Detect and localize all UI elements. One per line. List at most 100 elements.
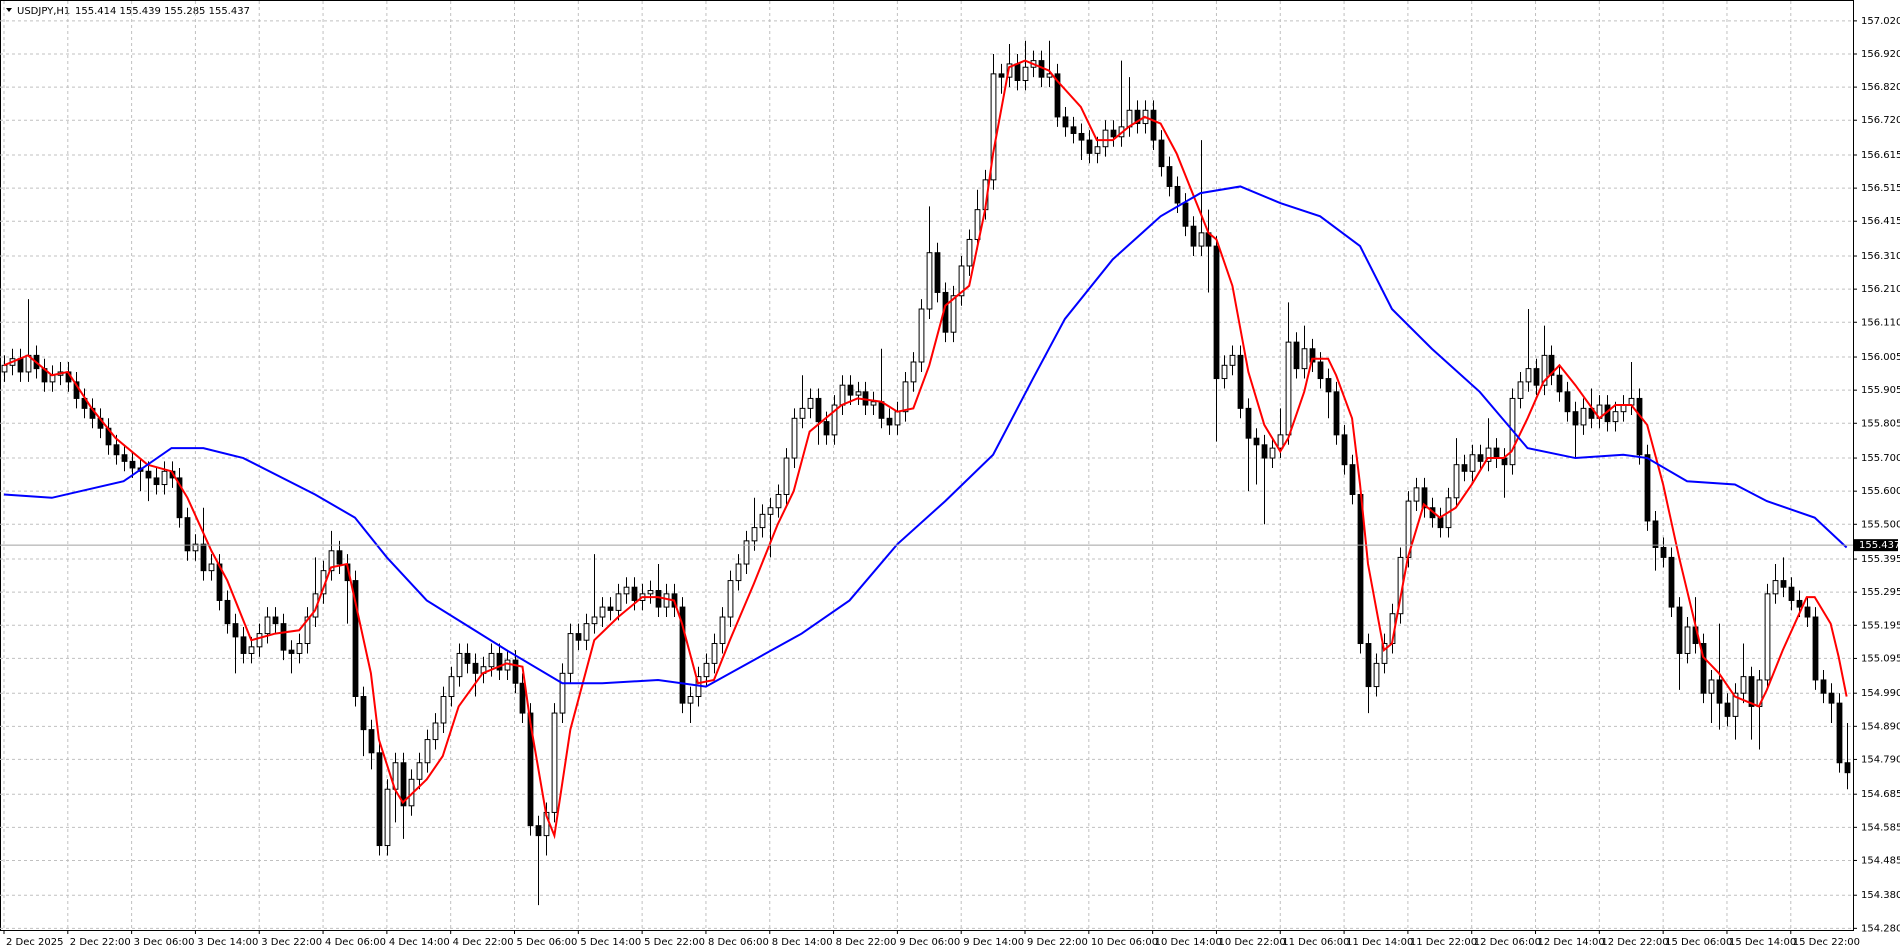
candle-body (1349, 464, 1356, 495)
candle-body (519, 682, 526, 714)
candle-body (240, 636, 247, 654)
x-tick-label: 4 Dec 06:00 (325, 937, 386, 948)
candle-body (1229, 354, 1236, 366)
candle-body (1764, 593, 1771, 681)
candle-body (1844, 762, 1851, 774)
x-tick-label: 10 Dec 22:00 (1218, 937, 1285, 948)
candle-body (1325, 378, 1332, 393)
candle-body (575, 633, 582, 641)
candle-body (1700, 643, 1707, 694)
candle-body (368, 729, 375, 754)
candle-body (1541, 354, 1548, 386)
candle-body (200, 543, 207, 572)
candle-body (1748, 676, 1755, 707)
candle-body (129, 460, 136, 469)
candle-body (280, 623, 287, 651)
candle-body (1237, 354, 1244, 409)
candle-body (1062, 116, 1069, 128)
candle-body (1461, 464, 1468, 472)
x-tick-label: 11 Dec 22:00 (1410, 937, 1477, 948)
candle-body (1684, 626, 1691, 654)
candle-body (376, 752, 383, 847)
candle-body (1533, 368, 1540, 386)
candle-body (1580, 407, 1587, 426)
menu-arrow[interactable] (6, 8, 12, 12)
candle-body (1477, 454, 1484, 462)
candle-body (1644, 454, 1651, 522)
candle-body (1014, 63, 1021, 81)
candle-body (1006, 63, 1013, 78)
candle-body (1788, 586, 1795, 601)
y-tick-label: 154.890 (1861, 721, 1900, 732)
y-tick-label: 155.195 (1861, 620, 1900, 631)
candle-body (1309, 348, 1316, 363)
candle-body (1381, 643, 1388, 664)
candle-body (735, 563, 742, 582)
candle-body (1772, 580, 1779, 595)
candle-body (703, 662, 710, 678)
candle-body (264, 616, 271, 635)
candle-body (504, 659, 511, 671)
candle-body (208, 563, 215, 572)
x-tick-label: 2 Dec 2025 (6, 937, 64, 948)
y-tick-label: 156.005 (1861, 352, 1900, 363)
candle-body (232, 623, 239, 638)
candle-body (1373, 662, 1380, 688)
candle-body (1078, 132, 1085, 141)
candle-body (1110, 129, 1117, 138)
x-tick-label: 3 Dec 06:00 (134, 937, 195, 948)
candle-body (1198, 232, 1205, 247)
candle-body (910, 361, 917, 383)
candle-body (1708, 679, 1715, 694)
candle-body (855, 391, 862, 396)
candle-body (934, 252, 941, 293)
candle-body (1150, 109, 1157, 141)
candle-body (145, 470, 152, 479)
candle-body (1740, 676, 1747, 694)
candle-body (153, 477, 160, 486)
candle-body (1453, 464, 1460, 499)
candle-body (631, 586, 638, 601)
candle-body (1277, 434, 1284, 449)
y-tick-label: 154.585 (1861, 822, 1900, 833)
candle-body (1158, 139, 1165, 168)
candle-body (751, 527, 758, 542)
ma-line (3, 185, 1848, 688)
candle-body (192, 543, 199, 552)
y-tick-label: 156.110 (1861, 317, 1900, 328)
candle-body (878, 401, 885, 419)
candle-body (1652, 520, 1659, 548)
candle-body (512, 659, 519, 684)
candle-body (1493, 447, 1500, 459)
x-tick-label: 15 Dec 06:00 (1665, 937, 1732, 948)
candle-body (1253, 437, 1260, 446)
y-tick-label: 155.395 (1861, 554, 1900, 565)
candle-body (1716, 679, 1723, 704)
candle-body (1134, 109, 1141, 125)
candle-body (1636, 397, 1643, 456)
candle-body (719, 616, 726, 645)
y-tick-label: 154.485 (1861, 855, 1900, 866)
candle-body (304, 616, 311, 645)
candle-body (296, 643, 303, 654)
candle-body (823, 421, 830, 436)
candle-body (623, 586, 630, 595)
x-tick-label: 15 Dec 22:00 (1793, 937, 1860, 948)
candle-body (1261, 444, 1268, 459)
y-tick-label: 154.380 (1861, 890, 1900, 901)
candle-body (400, 762, 407, 807)
x-tick-label: 3 Dec 22:00 (261, 937, 322, 948)
candle-body (599, 606, 606, 618)
candle-body (1828, 692, 1835, 704)
candle-body (535, 825, 542, 837)
candle-body (815, 397, 822, 423)
candle-body (655, 590, 662, 608)
last-price-label: 155.437 (1859, 540, 1900, 551)
candle-body (424, 739, 431, 764)
candle-body (1612, 411, 1619, 423)
candle-body (256, 633, 263, 648)
x-tick-label: 4 Dec 22:00 (453, 937, 514, 948)
candle-body (224, 599, 231, 625)
